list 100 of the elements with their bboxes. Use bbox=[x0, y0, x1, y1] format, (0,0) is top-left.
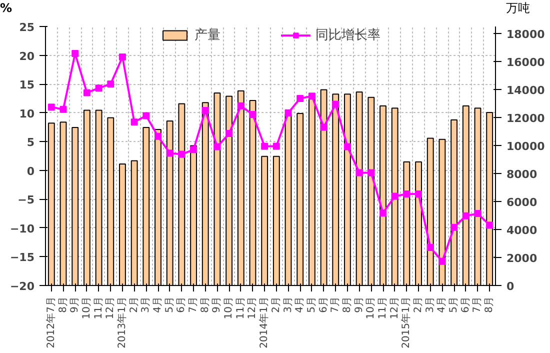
x-tick-label: 2月 bbox=[270, 296, 282, 313]
x-tick-label: 4月 bbox=[436, 296, 448, 313]
x-tick-label: 9月 bbox=[70, 296, 81, 313]
point bbox=[95, 84, 102, 92]
point bbox=[462, 212, 470, 220]
x-tick-label: 3月 bbox=[424, 296, 436, 313]
y-tick-label: 0 bbox=[26, 164, 35, 178]
point bbox=[368, 169, 375, 176]
x-tick-label: 4月 bbox=[152, 296, 164, 313]
point bbox=[154, 132, 162, 140]
y-tick-label: 20 bbox=[19, 50, 35, 63]
legend-label: 产量 bbox=[194, 27, 220, 44]
x-tick-label: 5月 bbox=[164, 296, 176, 313]
x-tick-label: 4月 bbox=[294, 296, 306, 313]
y-axis-title: % bbox=[0, 0, 12, 17]
x-tick-label: 2013年1月 bbox=[116, 296, 128, 348]
x-tick-label: 9月 bbox=[354, 296, 365, 313]
y-tick-label: 15 bbox=[19, 78, 35, 92]
point bbox=[272, 142, 280, 150]
x-tick-label: 11月 bbox=[235, 296, 246, 320]
point bbox=[380, 209, 386, 216]
x-tick-label: 7月 bbox=[472, 296, 484, 313]
x-tick-label: 12月 bbox=[389, 296, 400, 320]
x-tick-label: 11月 bbox=[93, 296, 104, 320]
y2-tick-label: 0 bbox=[506, 280, 514, 293]
point bbox=[249, 111, 256, 118]
point bbox=[344, 143, 351, 150]
x-tick-label: 11月 bbox=[378, 296, 388, 320]
x-tick-label: 9月 bbox=[212, 296, 223, 313]
x-tick-label: 3月 bbox=[140, 296, 152, 313]
point bbox=[107, 80, 114, 88]
point bbox=[166, 150, 174, 157]
y-tick-label: 25 bbox=[19, 21, 35, 34]
point bbox=[142, 112, 150, 120]
x-tick-label: 8月 bbox=[342, 296, 353, 313]
x-tick-label: 5月 bbox=[306, 296, 318, 313]
x-tick-label: 8月 bbox=[200, 296, 211, 313]
y2-tick-label: 18000 bbox=[506, 28, 546, 41]
y-tick-label: 10 bbox=[19, 107, 35, 120]
legend-label: 同比增长率 bbox=[316, 27, 380, 44]
point bbox=[60, 106, 67, 113]
x-tick-label: 6月 bbox=[176, 296, 188, 313]
x-tick-label: 10月 bbox=[224, 296, 235, 320]
point bbox=[72, 50, 79, 58]
point bbox=[130, 118, 138, 126]
point bbox=[356, 169, 363, 176]
point bbox=[190, 146, 198, 154]
point bbox=[296, 94, 304, 102]
y-tick-label: −10 bbox=[10, 222, 35, 236]
point bbox=[320, 124, 328, 131]
y-tick-label: −15 bbox=[10, 251, 35, 264]
point bbox=[438, 258, 446, 265]
point bbox=[118, 54, 126, 61]
x-tick-label: 6月 bbox=[318, 296, 330, 313]
x-tick-label: 10月 bbox=[366, 296, 377, 320]
x-tick-label: 6月 bbox=[460, 296, 472, 313]
point bbox=[486, 222, 494, 229]
point bbox=[202, 107, 209, 114]
x-tick-label: 8月 bbox=[58, 296, 69, 313]
x-tick-label: 2015年1月 bbox=[400, 296, 412, 348]
y2-tick-label: 12000 bbox=[506, 112, 546, 125]
x-tick-label: 3月 bbox=[282, 296, 294, 313]
y-tick-label: 5 bbox=[26, 136, 34, 150]
x-tick-label: 5月 bbox=[448, 296, 460, 313]
x-tick-label: 8月 bbox=[484, 296, 496, 313]
y2-tick-label: 16000 bbox=[506, 56, 546, 69]
point bbox=[450, 224, 458, 231]
y2-tick-label: 2000 bbox=[506, 252, 538, 265]
y2-tick-label: 14000 bbox=[506, 84, 546, 97]
x-tick-label: 2012年7月 bbox=[44, 296, 57, 348]
point bbox=[474, 210, 482, 218]
point bbox=[332, 100, 340, 108]
y2-tick-label: 8000 bbox=[506, 168, 538, 181]
point bbox=[214, 143, 221, 150]
x-tick-label: 2月 bbox=[413, 296, 424, 313]
y2-tick-label: 10000 bbox=[506, 140, 546, 153]
x-tick-label: 2月 bbox=[128, 296, 140, 313]
x-tick-label: 10月 bbox=[81, 296, 92, 320]
x-tick-label: 7月 bbox=[188, 296, 200, 313]
point bbox=[403, 190, 410, 198]
x-tick-label: 7月 bbox=[330, 296, 342, 313]
x-tick-label: 2014年1月 bbox=[258, 296, 270, 348]
y2-tick-label: 4000 bbox=[506, 224, 538, 237]
point bbox=[426, 244, 434, 252]
x-tick-label: 12月 bbox=[105, 296, 116, 320]
point bbox=[391, 192, 398, 200]
point bbox=[284, 109, 292, 116]
point bbox=[308, 92, 316, 100]
point bbox=[226, 130, 233, 138]
point bbox=[48, 104, 55, 111]
y2-axis-title: 万吨 bbox=[506, 0, 530, 17]
y2-tick-label: 6000 bbox=[506, 196, 538, 209]
point bbox=[83, 89, 90, 96]
y-tick-label: −20 bbox=[10, 280, 35, 293]
y-tick-label: −5 bbox=[18, 194, 35, 207]
point bbox=[261, 142, 268, 150]
x-tick-label: 12月 bbox=[247, 296, 258, 320]
point bbox=[415, 190, 422, 198]
point bbox=[178, 150, 186, 158]
point bbox=[237, 102, 244, 110]
